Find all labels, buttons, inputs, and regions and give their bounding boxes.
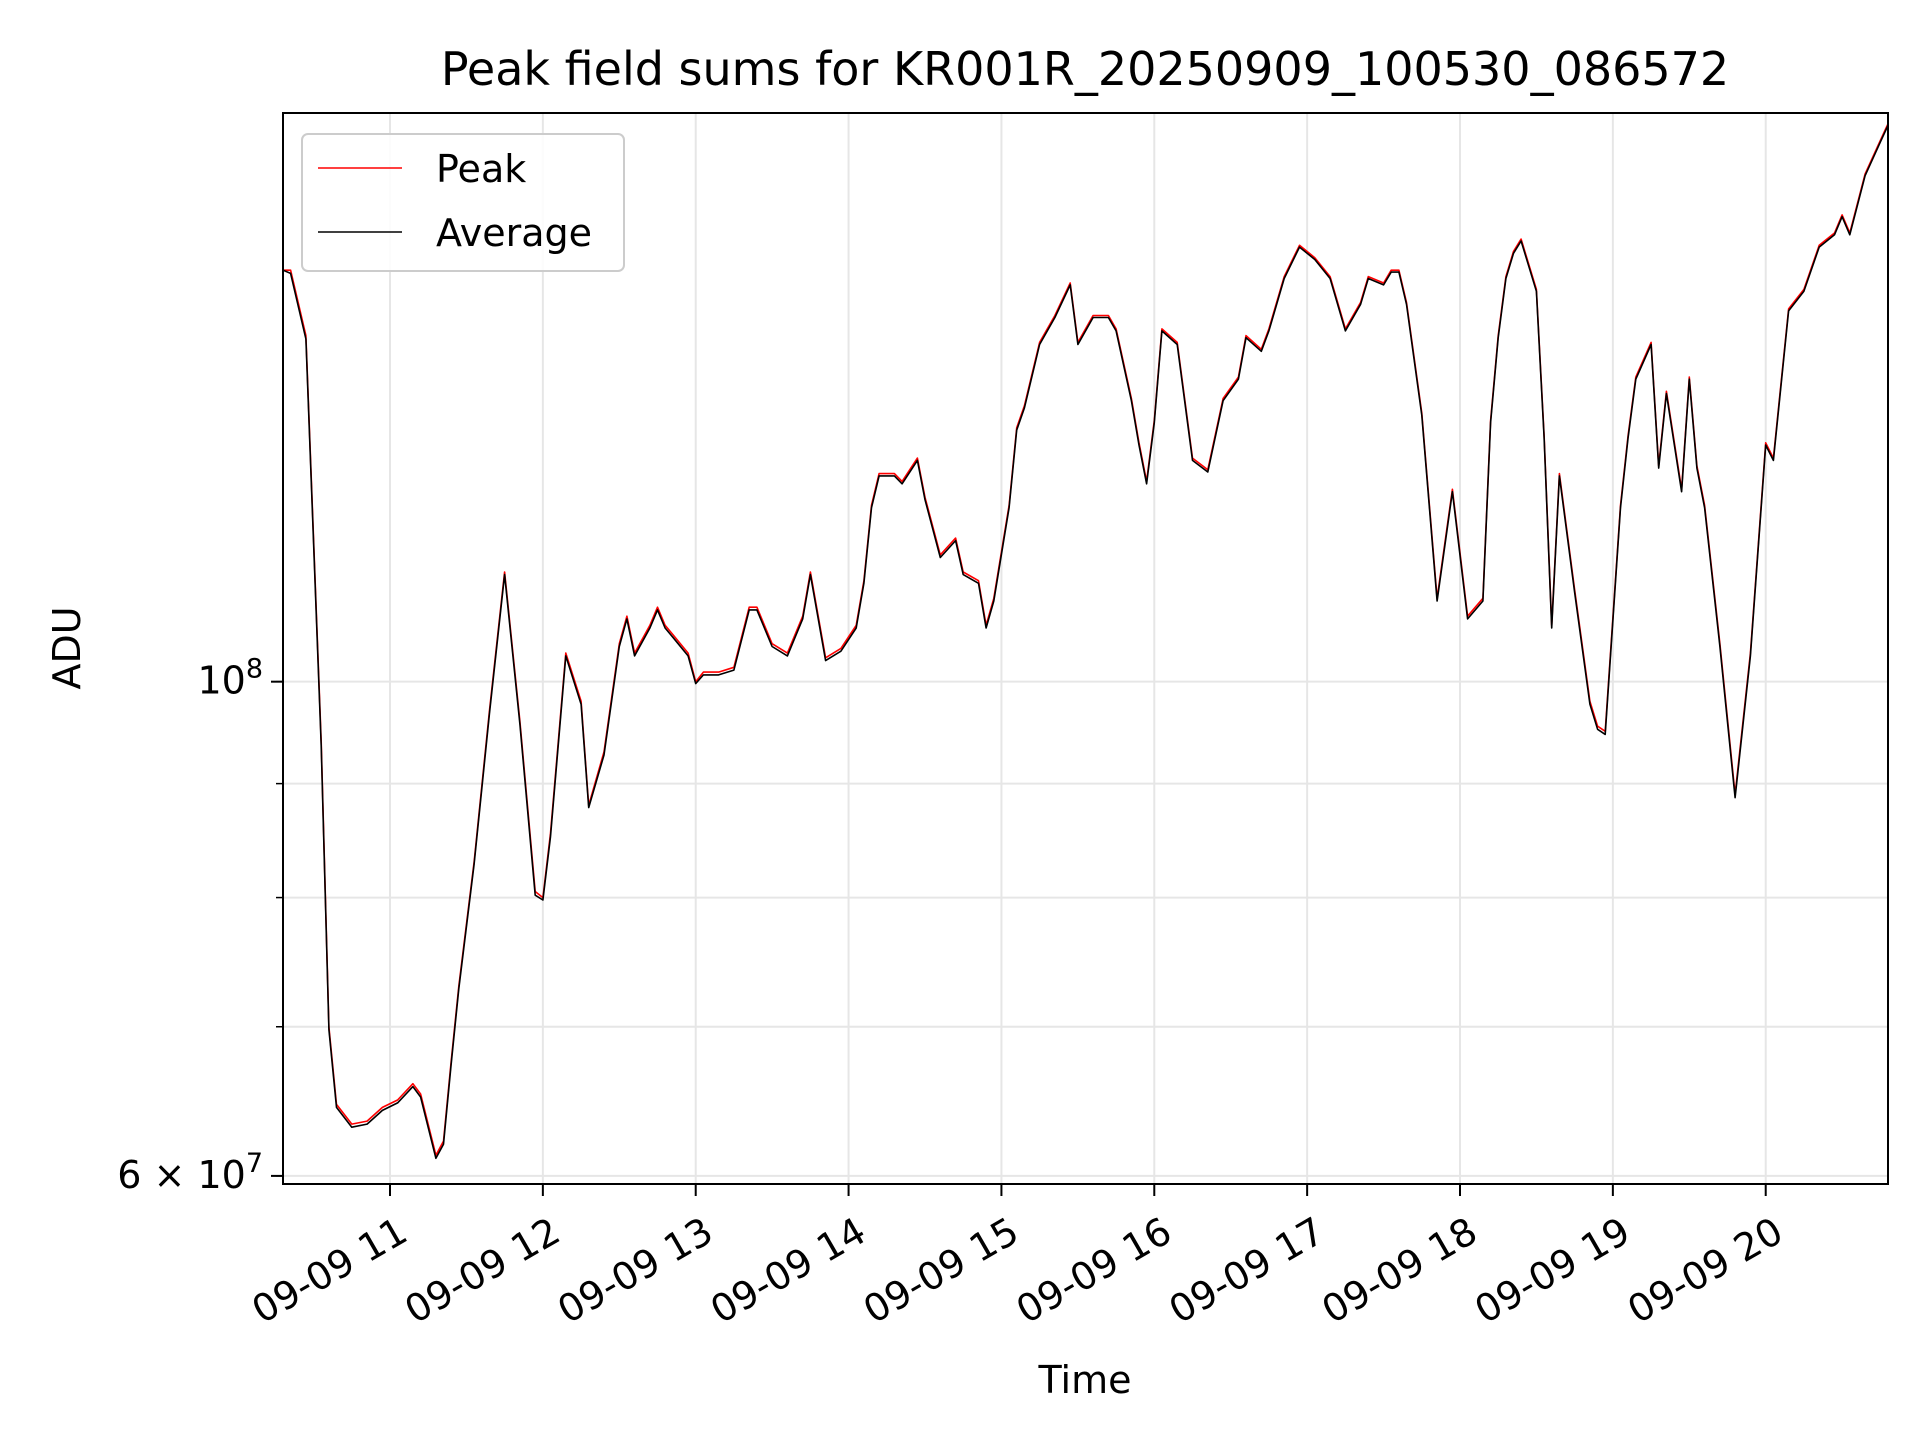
series-lines — [282, 123, 1889, 1160]
chart-title: Peak field sums for KR001R_20250909_1005… — [441, 42, 1729, 96]
legend-label-average: Average — [436, 211, 592, 255]
y-axis-label: ADU — [45, 606, 89, 689]
legend-label-peak: Peak — [436, 147, 526, 191]
plot-frame — [282, 112, 1889, 1185]
series-line-average — [282, 125, 1889, 1160]
y-axis-ticks: 6 × 107 108 — [117, 654, 283, 1197]
grid-lines — [283, 113, 1888, 1184]
y-tick-label: 108 — [197, 654, 263, 703]
y-tick-label: 6 × 107 — [117, 1148, 263, 1197]
legend: Peak Average — [301, 133, 625, 272]
x-axis-label: Time — [1038, 1358, 1132, 1402]
